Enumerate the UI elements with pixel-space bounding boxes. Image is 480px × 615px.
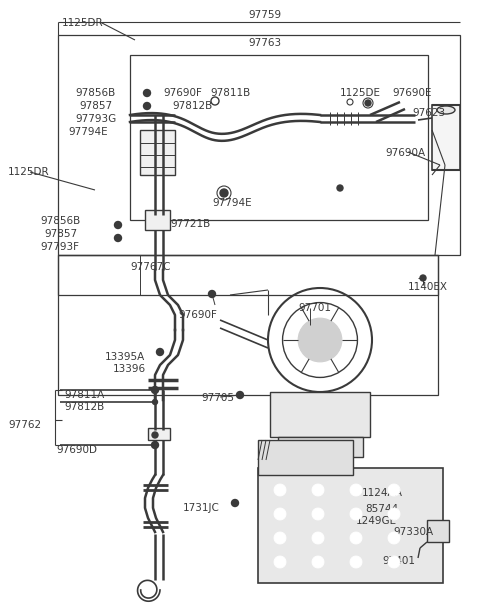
Circle shape (388, 556, 400, 568)
Bar (148, 428, 170, 440)
Bar (258, 440, 353, 475)
Text: 97793F: 97793F (40, 242, 79, 252)
Circle shape (115, 234, 121, 242)
Circle shape (388, 532, 400, 544)
Text: 1125DR: 1125DR (8, 167, 49, 177)
Circle shape (274, 508, 286, 520)
Text: 1125DR: 1125DR (62, 18, 104, 28)
Text: 97794E: 97794E (68, 127, 108, 137)
Circle shape (350, 508, 362, 520)
Text: 13395A: 13395A (105, 352, 145, 362)
Circle shape (298, 318, 342, 362)
Circle shape (350, 532, 362, 544)
Circle shape (274, 532, 286, 544)
Bar (145, 210, 170, 230)
Circle shape (156, 349, 164, 355)
Text: 97690F: 97690F (178, 310, 217, 320)
Bar (258, 468, 443, 583)
Circle shape (153, 400, 157, 405)
Text: 97330A: 97330A (393, 527, 433, 537)
Circle shape (365, 100, 371, 106)
Circle shape (388, 508, 400, 520)
Circle shape (350, 484, 362, 496)
Circle shape (388, 484, 400, 496)
Text: 97690E: 97690E (392, 88, 432, 98)
Text: 97690D: 97690D (56, 445, 97, 455)
Text: 97690A: 97690A (385, 148, 425, 158)
Circle shape (144, 90, 151, 97)
Circle shape (420, 275, 426, 281)
Bar (270, 392, 370, 437)
Circle shape (208, 290, 216, 298)
Text: 97812B: 97812B (64, 402, 104, 412)
Text: 97794E: 97794E (212, 198, 252, 208)
Text: 97767C: 97767C (130, 262, 170, 272)
Text: 97763: 97763 (248, 38, 281, 48)
Circle shape (115, 221, 121, 229)
Text: 97793G: 97793G (75, 114, 116, 124)
Circle shape (144, 103, 151, 109)
Text: 97721B: 97721B (170, 219, 210, 229)
Bar (427, 520, 449, 542)
Text: 1140EX: 1140EX (408, 282, 448, 292)
Text: 97856B: 97856B (75, 88, 115, 98)
Circle shape (312, 556, 324, 568)
Text: 97812B: 97812B (172, 101, 212, 111)
Text: 97759: 97759 (248, 10, 281, 20)
Text: 97856B: 97856B (40, 216, 80, 226)
Text: 1731JC: 1731JC (183, 503, 220, 513)
Text: 97705: 97705 (201, 393, 234, 403)
Bar (432, 105, 460, 170)
Text: 97690F: 97690F (163, 88, 202, 98)
Circle shape (350, 556, 362, 568)
Text: 1124AA: 1124AA (362, 488, 403, 498)
Bar (58, 255, 438, 295)
Circle shape (274, 484, 286, 496)
Text: 85744: 85744 (365, 504, 398, 514)
Circle shape (337, 185, 343, 191)
Text: 97857: 97857 (79, 101, 112, 111)
Circle shape (274, 556, 286, 568)
Circle shape (312, 484, 324, 496)
Circle shape (231, 499, 239, 507)
Text: 97811A: 97811A (64, 390, 104, 400)
Text: 97762: 97762 (8, 420, 41, 430)
Text: 13396: 13396 (113, 364, 146, 374)
Bar (140, 130, 175, 175)
Circle shape (220, 189, 228, 197)
Text: 1249GE: 1249GE (356, 516, 397, 526)
Text: 97811B: 97811B (210, 88, 250, 98)
Circle shape (312, 532, 324, 544)
Ellipse shape (437, 106, 455, 114)
Circle shape (237, 392, 243, 399)
Circle shape (152, 442, 158, 448)
Text: 97701: 97701 (298, 303, 331, 313)
Circle shape (152, 432, 158, 438)
Text: 97401: 97401 (382, 556, 415, 566)
Text: 97623: 97623 (412, 108, 445, 118)
Circle shape (312, 508, 324, 520)
Bar (130, 55, 428, 220)
Bar (58, 255, 438, 395)
Text: 1125DE: 1125DE (340, 88, 381, 98)
Circle shape (152, 386, 158, 394)
Text: 97857: 97857 (44, 229, 77, 239)
Bar (278, 437, 363, 457)
Bar (58, 35, 460, 255)
